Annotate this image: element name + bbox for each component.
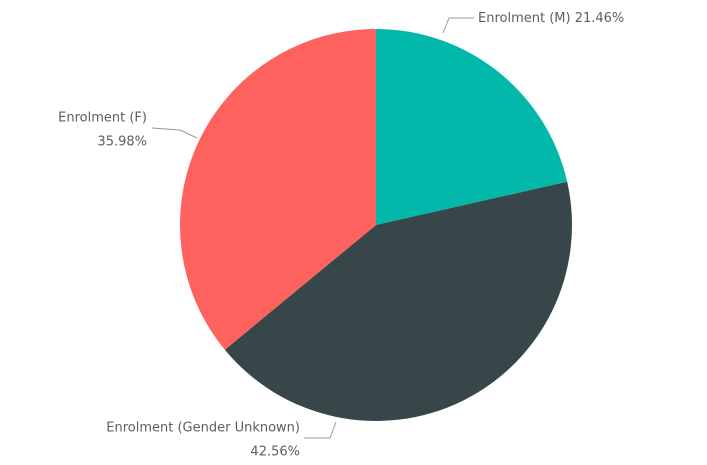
pie-slice	[376, 29, 568, 225]
pie-slice	[180, 29, 376, 350]
category-label: Enrolment (Gender Unknown)	[106, 421, 300, 436]
slice-label: Enrolment (M) 21.46%	[478, 11, 624, 26]
pie-slice	[224, 181, 573, 421]
leader-line	[304, 421, 337, 439]
category-label: Enrolment (F)	[58, 111, 147, 126]
leader-line	[442, 17, 474, 34]
category-label: Enrolment (M)	[478, 11, 571, 26]
value-label: 21.46%	[575, 11, 625, 26]
value-label: 35.98%	[97, 135, 147, 150]
leader-line	[151, 127, 198, 139]
value-label: 42.56%	[250, 445, 300, 460]
